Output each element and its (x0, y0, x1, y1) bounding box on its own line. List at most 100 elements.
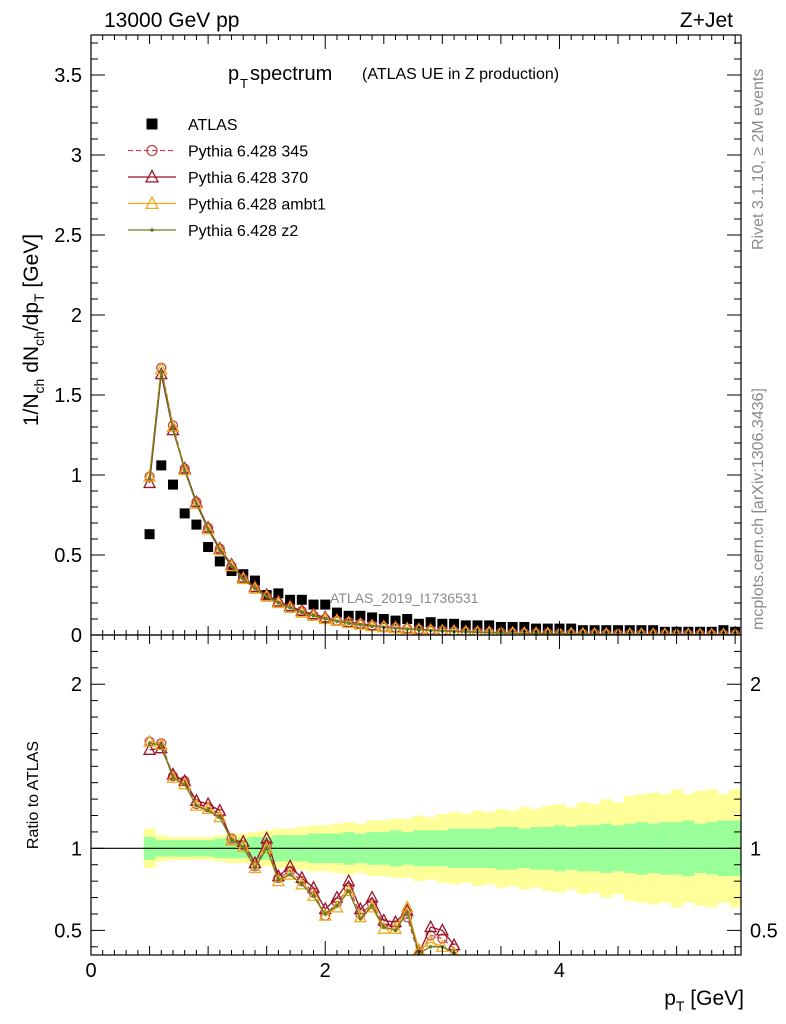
ratio-pythia-6-428-ambt1-point (178, 777, 192, 790)
main-y-tick-label: 3 (71, 145, 82, 167)
main-pythia-6-428-370-point (189, 494, 203, 508)
plot-title-sub: T (240, 76, 248, 91)
ratio-y-tick-label: 0.5 (54, 920, 82, 942)
ratio-pythia-6-428-ambt1-point (236, 839, 250, 852)
ratio-pythia-6-428-z2-point (300, 882, 304, 887)
main-atlas-point (191, 519, 202, 530)
ratio-pythia-6-428-z2-point (182, 782, 187, 787)
main-pythia-6-428-ambt1-point (236, 571, 250, 585)
main-pythia-6-428-ambt1-point (660, 627, 670, 635)
ratio-pythia-6-428-z2-point (358, 917, 363, 921)
main-pythia-6-428-370-point (166, 422, 180, 436)
main-pythia-6-428-z2-point (417, 628, 421, 632)
main-pythia-6-428-ambt1-point (484, 625, 495, 635)
plot-title-small: (ATLAS UE in Z production) (362, 66, 559, 83)
ratio-pythia-6-428-z2-point (241, 844, 246, 849)
y-axis-label-ratio: Ratio to ATLAS (25, 741, 42, 849)
main-y-tick-label: 2 (71, 305, 82, 327)
main-pythia-6-428-z2-point (182, 468, 187, 473)
ratio-pythia-6-428-z2-point (311, 894, 316, 898)
main-y-tick-label: 0.5 (54, 545, 82, 567)
x-tick-label: 4 (554, 960, 565, 982)
ratio-pythia-6-428-370-point (283, 859, 297, 872)
main-pythia-6-428-ambt1-point (271, 595, 285, 609)
main-pythia-6-428-370-point (283, 598, 297, 612)
legend-pythia-6-428-370-label: Pythia 6.428 370 (188, 170, 308, 187)
ratio-pythia-6-428-z2-point (159, 743, 164, 747)
main-pythia-6-428-z2-point (241, 577, 246, 581)
main-atlas-point (273, 588, 284, 599)
ratio-pythia-6-428-370-point (424, 919, 438, 933)
ratio-pythia-6-428-370-point (353, 901, 367, 915)
ratio-pythia-6-428-ambt1-point (142, 734, 157, 747)
ratio-pythia-6-428-ambt1-point (318, 908, 332, 921)
ratio-pythia-6-428-z2-point (229, 838, 234, 842)
main-pythia-6-428-370-point (306, 606, 321, 620)
main-pythia-6-428-ambt1-point (353, 617, 367, 630)
process-label: Z+Jet (680, 9, 733, 32)
ratio-pythia-6-428-z2-point (206, 808, 210, 813)
main-pythia-6-428-z2-point (229, 564, 234, 568)
main-pythia-6-428-z2-point (253, 586, 257, 591)
ratio-pythia-6-428-ambt1-point (224, 832, 239, 846)
main-pythia-6-428-ambt1-point (495, 625, 506, 635)
ratio-pythia-6-428-370-point (388, 914, 403, 928)
ratio-y-tick-label: 1 (71, 838, 82, 860)
ratio-pythia-6-428-z2-point (346, 889, 351, 893)
main-pythia-6-428-z2-point (405, 627, 410, 631)
ratio-pythia-6-428-z2-point (370, 903, 374, 908)
main-pythia-6-428-z2-point (311, 614, 316, 618)
main-atlas-point (449, 618, 460, 629)
main-pythia-6-428-z2-point (346, 621, 351, 626)
ratio-pythia-6-428-z2-point (288, 872, 292, 877)
ratio-pythia-6-428-345-point (425, 930, 436, 941)
ratio-y-tick-label-right: 0.5 (750, 920, 778, 942)
main-pythia-6-428-z2-point (218, 548, 222, 552)
ratio-pythia-6-428-ambt1-point (248, 860, 262, 874)
ratio-pythia-6-428-ambt1-point (306, 888, 321, 902)
ratio-pythia-6-428-ambt1-point (213, 809, 227, 823)
main-pythia-6-428-370-point (142, 475, 157, 489)
ratio-pythia-6-428-370-point (435, 923, 449, 936)
main-pythia-6-428-ambt1-point (260, 589, 274, 602)
legend: ATLAS Pythia 6.428 345 Pythia 6.428 370 Pyt… (128, 117, 326, 240)
main-pythia-6-428-z2-point (393, 626, 398, 631)
legend-pythia-6-428-345: Pythia 6.428 345 (128, 144, 308, 161)
legend-atlas-marker (146, 118, 158, 130)
main-pythia-6-428-z2-point (323, 617, 328, 621)
legend-pythia-6-428-ambt1-marker (144, 195, 160, 210)
plot-title-rest: spectrum (250, 63, 332, 85)
main-pythia-6-428-ambt1-point (649, 627, 658, 635)
ratio-panel: 0.5 0.5 1 1 2 2 0 2 4 (54, 35, 778, 982)
main-pythia-6-428-ambt1-point (519, 626, 530, 635)
analysis-watermark: ATLAS_2019_I1736531 (330, 590, 479, 606)
main-atlas-point (355, 610, 366, 621)
ratio-pythia-6-428-z2-point (393, 928, 398, 933)
legend-pythia-6-428-345-marker (146, 144, 158, 157)
x-tick-label: 2 (320, 960, 331, 982)
main-atlas-point (425, 617, 436, 628)
ratio-pythia-6-428-370-point (142, 742, 157, 755)
main-y-tick-label: 0 (71, 625, 82, 647)
main-pythia-6-428-z2-point (370, 624, 374, 628)
ratio-pythia-6-428-ambt1-point (201, 801, 215, 815)
main-pythia-6-428-ambt1-point (613, 627, 623, 635)
main-y-tick-label: 1.5 (54, 385, 82, 407)
main-pythia-6-428-ambt1-point (684, 627, 693, 635)
legend-pythia-6-428-345-label: Pythia 6.428 345 (188, 144, 308, 161)
main-pythia-6-428-ambt1-point (637, 627, 646, 635)
legend-pythia-6-428-370-marker (144, 169, 160, 183)
main-pythia-6-428-ambt1-point (166, 419, 180, 433)
ratio-pythia-6-428-z2-point (171, 775, 175, 780)
main-pythia-6-428-ambt1-point (472, 624, 483, 635)
legend-atlas: ATLAS (146, 117, 238, 134)
main-pythia-6-428-370-point (201, 520, 215, 533)
main-pythia-6-428-ambt1-point (672, 627, 681, 635)
ratio-pythia-6-428-370-point (306, 880, 321, 893)
main-atlas-point (167, 479, 178, 490)
ratio-pythia-6-428-345-point (437, 933, 448, 944)
legend-pythia-6-428-370: Pythia 6.428 370 (128, 169, 308, 187)
main-pythia-6-428-ambt1-point (201, 522, 215, 535)
y-axis-label-main: 1/Nch dNch/dpT [GeV] (20, 234, 47, 426)
